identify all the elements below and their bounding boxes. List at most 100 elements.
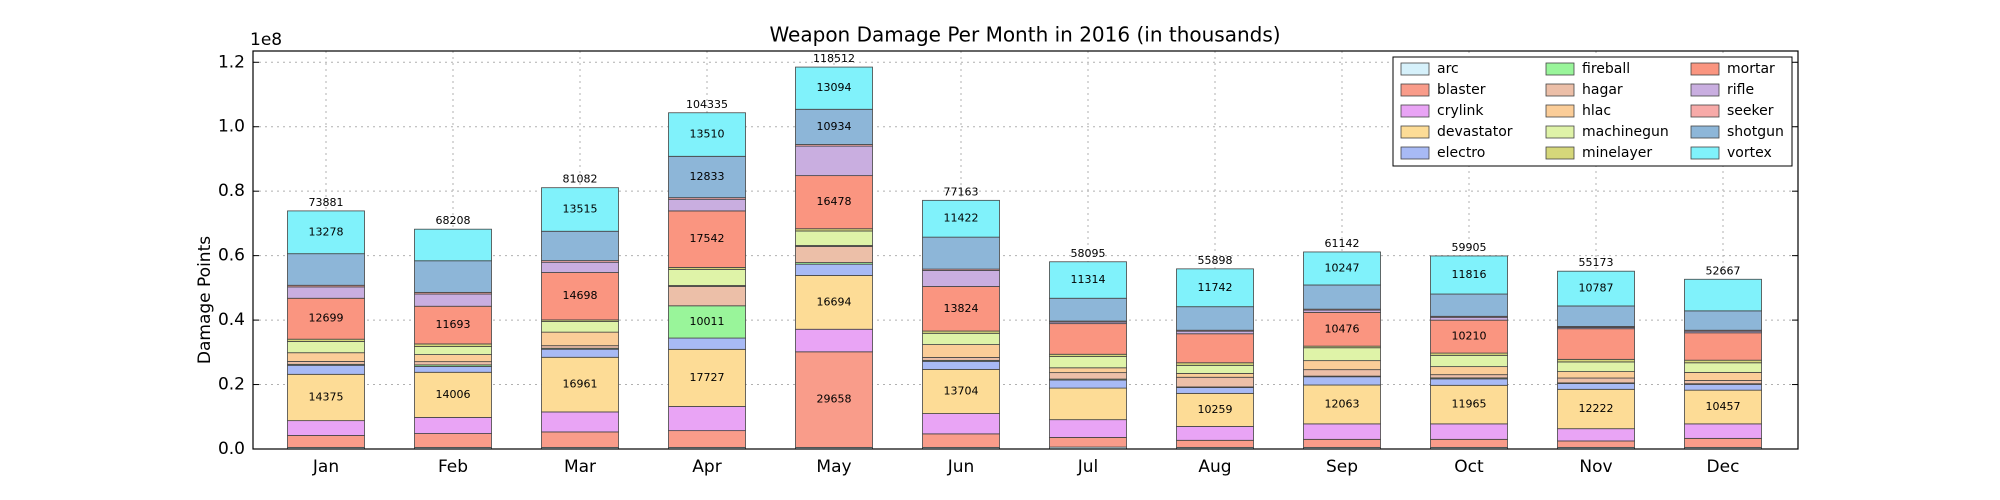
legend-label: crylink: [1437, 103, 1484, 119]
bar-segment: [795, 328, 873, 353]
total-label: 55173: [1579, 256, 1614, 269]
legend-swatch: [1545, 146, 1575, 160]
bar-segment: [1303, 347, 1381, 362]
bar-segment: [414, 371, 492, 418]
bar-segment: [922, 344, 1000, 358]
bar-segment: [795, 230, 873, 246]
legend-label: seeker: [1727, 103, 1774, 119]
bar-segment: [1684, 362, 1762, 373]
segment-label: 12222: [1579, 402, 1614, 415]
segment-label: 12699: [309, 312, 344, 325]
total-label: 61142: [1325, 237, 1360, 250]
legend-swatch: [1545, 83, 1575, 97]
y-tick-label: 0.2: [218, 375, 245, 395]
bar-segment: [541, 261, 619, 273]
y-axis-label: Damage Points: [195, 236, 215, 364]
legend-swatch: [1400, 83, 1430, 97]
total-label: 55898: [1198, 254, 1233, 267]
bar-segment: [1684, 380, 1762, 385]
bar-segment: [1684, 423, 1762, 439]
bar-segment: [1684, 332, 1762, 361]
bar-segment: [1557, 388, 1635, 430]
bar-segment: [668, 337, 746, 350]
x-tick-label: Apr: [692, 457, 721, 477]
bar-segment: [1303, 438, 1381, 448]
bar-segment: [1176, 439, 1254, 448]
bar-segment: [668, 210, 746, 268]
segment-label: 14698: [563, 289, 598, 302]
legend-label: blaster: [1437, 82, 1486, 98]
bar-segment: [668, 305, 746, 339]
segment-label: 17727: [690, 371, 725, 384]
legend-label: machinegun: [1582, 124, 1669, 140]
x-tick-label: Oct: [1454, 457, 1484, 477]
bar-segment: [1176, 376, 1254, 388]
bar-segment: [414, 417, 492, 434]
bar-segment: [414, 228, 492, 262]
bar-segment: [1176, 333, 1254, 364]
bar-segment: [668, 348, 746, 407]
total-label: 59905: [1452, 241, 1487, 254]
bar-segment: [287, 286, 365, 299]
legend-label: hlac: [1582, 103, 1611, 119]
bar-segment: [1430, 255, 1508, 295]
segment-label: 10934: [817, 120, 852, 133]
bar-segment: [1557, 371, 1635, 379]
bar-segment: [1303, 251, 1381, 286]
bar-segment: [541, 272, 619, 321]
segment-label: 10259: [1198, 403, 1233, 416]
bar-segment: [1430, 293, 1508, 317]
legend-label: rifle: [1727, 82, 1754, 98]
segment-label: 10210: [1452, 330, 1487, 343]
legend-swatch: [1690, 146, 1720, 160]
x-tick-label: May: [816, 457, 851, 477]
segment-label: 10476: [1325, 322, 1360, 335]
bar-segment: [1430, 354, 1508, 368]
legend-box: [1392, 56, 1793, 167]
bar-segment: [1684, 389, 1762, 425]
bar-segment: [1557, 305, 1635, 327]
bar-segment: [1176, 372, 1254, 378]
bar-segment: [1049, 367, 1127, 374]
bar-segment: [1303, 369, 1381, 377]
segment-label: 16961: [563, 378, 598, 391]
bar-segment: [922, 286, 1000, 332]
bar-segment: [287, 364, 365, 375]
bar-segment: [922, 199, 1000, 238]
segment-label: 11422: [944, 212, 979, 225]
bar-segment: [287, 361, 365, 365]
bar-segment: [1176, 364, 1254, 374]
bar-segment: [668, 286, 746, 307]
bar-segment: [541, 321, 619, 333]
segment-label: 12833: [690, 170, 725, 183]
legend-label: mortar: [1727, 61, 1775, 77]
bar-segment: [668, 112, 746, 157]
total-label: 77163: [944, 185, 979, 198]
bar-segment: [1303, 384, 1381, 425]
chart-title: Weapon Damage Per Month in 2016 (in thou…: [769, 23, 1280, 47]
bar-segment: [287, 373, 365, 422]
legend-swatch: [1400, 146, 1430, 160]
bar-segment: [1049, 379, 1127, 389]
bar-segment: [1684, 278, 1762, 312]
bar-segment: [1049, 419, 1127, 438]
segment-label: 29658: [817, 393, 852, 406]
bar-segment: [414, 361, 492, 366]
segment-label: 11965: [1452, 398, 1487, 411]
bar-segment: [922, 413, 1000, 435]
bar-segment: [1049, 323, 1127, 355]
bar-segment: [1049, 356, 1127, 369]
bar-segment: [541, 348, 619, 358]
legend-label: minelayer: [1582, 145, 1652, 161]
segment-label: 13515: [563, 202, 598, 215]
bar-segment: [1430, 423, 1508, 440]
legend-swatch: [1400, 104, 1430, 118]
bar-segment: [1557, 428, 1635, 442]
total-label: 104335: [686, 98, 728, 111]
x-tick-label: Sep: [1326, 457, 1358, 477]
y-tick-label: 0.8: [218, 181, 245, 201]
bar-segment: [541, 331, 619, 347]
y-tick-label: 0.0: [218, 439, 245, 459]
bar-segment: [1557, 383, 1635, 390]
